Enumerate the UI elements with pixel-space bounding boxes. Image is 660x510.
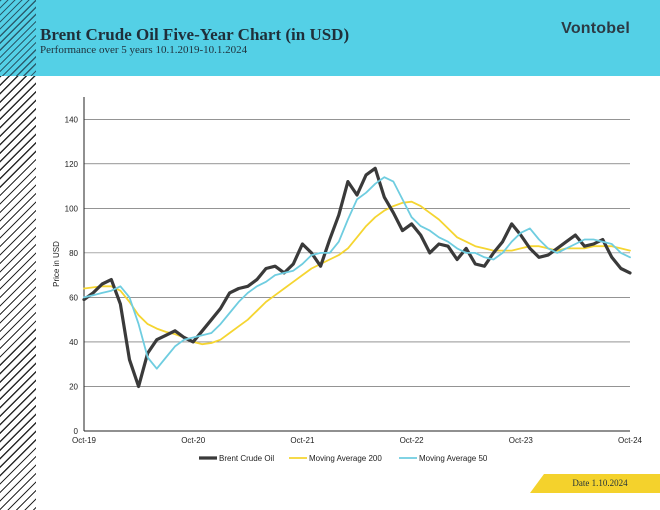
x-tick-label: Oct-20 — [181, 436, 206, 445]
x-tick-label: Oct-19 — [72, 436, 97, 445]
header-banner: Brent Crude Oil Five-Year Chart (in USD)… — [0, 0, 660, 76]
page-subtitle: Performance over 5 years 10.1.2019-10.1.… — [40, 44, 248, 56]
y-tick-label: 100 — [65, 204, 79, 213]
x-tick-labels: Oct-19 Oct-20 Oct-21 Oct-22 Oct-23 Oct-24 — [72, 436, 643, 445]
y-tick-label: 20 — [69, 382, 78, 391]
legend-label: Moving Average 50 — [419, 454, 488, 463]
y-tick-label: 40 — [69, 338, 78, 347]
y-tick-label: 60 — [69, 293, 78, 302]
chart-legend: Brent Crude Oil Moving Average 200 Moving … — [199, 454, 488, 463]
date-label: Date 1.10.2024 — [572, 478, 628, 488]
x-tick-label: Oct-22 — [400, 436, 425, 445]
y-tick-label: 120 — [65, 160, 79, 169]
side-hatch-pattern — [0, 76, 36, 510]
x-tick-label: Oct-24 — [618, 436, 643, 445]
y-tick-label: 140 — [65, 115, 79, 124]
x-tick-label: Oct-21 — [290, 436, 315, 445]
date-badge — [530, 474, 660, 493]
y-tick-label: 0 — [74, 427, 79, 436]
series-lines — [82, 166, 632, 389]
grid-lines — [84, 118, 630, 387]
legend-label: Moving Average 200 — [309, 454, 382, 463]
series-line-1 — [83, 200, 631, 346]
series-line-2 — [83, 176, 631, 370]
y-tick-label: 80 — [69, 249, 78, 258]
y-tick-labels: 0 20 40 60 80 100 120 140 — [65, 115, 79, 436]
brand-logo: Vontobel — [561, 20, 630, 37]
x-tick-label: Oct-23 — [509, 436, 534, 445]
series-line-0 — [82, 166, 632, 389]
header-hatch-pattern — [0, 0, 36, 76]
y-axis-label: Price in USD — [52, 241, 61, 287]
page-title: Brent Crude Oil Five-Year Chart (in USD) — [40, 25, 350, 44]
legend-label: Brent Crude Oil — [219, 454, 274, 463]
